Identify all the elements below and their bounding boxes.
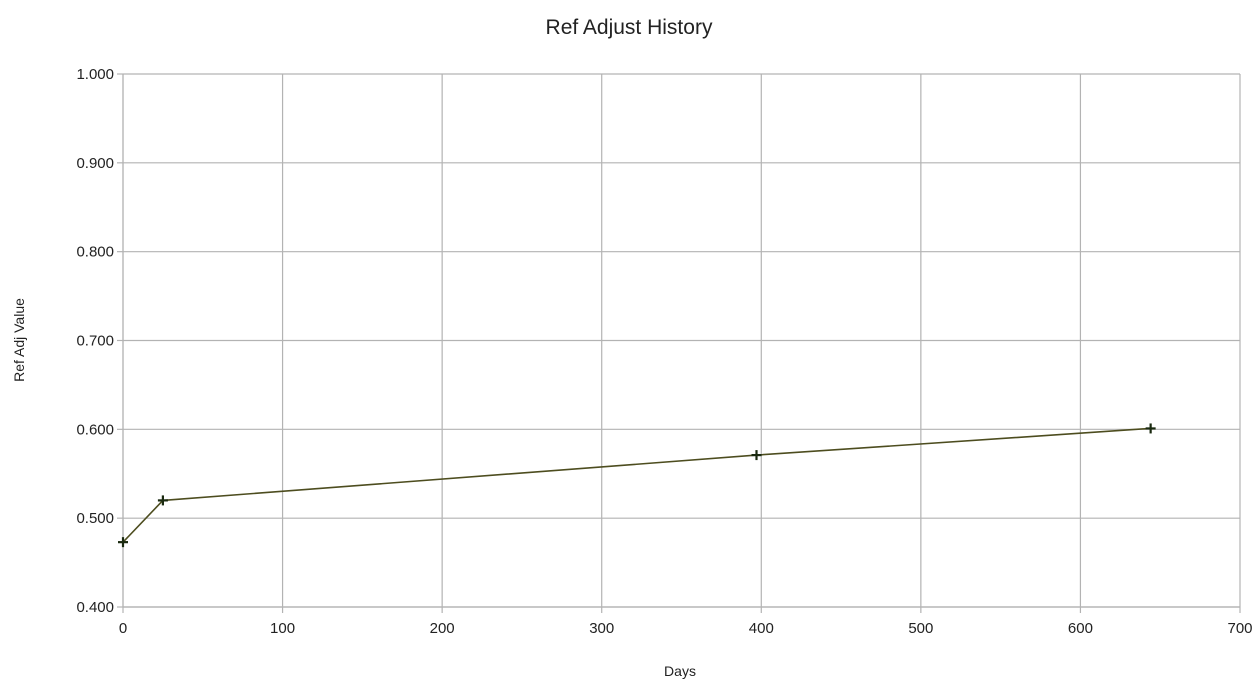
tick-labels: 0.400 0.500 0.600 0.700 0.800 0.900 1.000 0 100 2… (76, 66, 1252, 637)
y-tick-label: 0.900 (76, 155, 114, 172)
x-tick-label: 400 (749, 620, 774, 637)
data-point (157, 495, 168, 506)
data-point (118, 537, 128, 548)
data-point (751, 450, 762, 461)
x-axis-title: Days (664, 663, 696, 679)
x-tick-label: 0 (119, 620, 127, 637)
y-tick-label: 1.000 (76, 66, 114, 83)
y-tick-label: 0.800 (76, 244, 114, 261)
y-tick-label: 0.700 (76, 333, 114, 350)
y-tick-label: 0.400 (76, 599, 114, 616)
y-tick-label: 0.600 (76, 421, 114, 438)
data-point (1145, 423, 1156, 434)
x-tick-label: 300 (589, 620, 614, 637)
x-tick-label: 500 (908, 620, 933, 637)
x-tick-label: 700 (1227, 620, 1252, 637)
grid (122, 73, 1241, 608)
series-line (122, 427, 1151, 543)
chart-title: Ref Adjust History (546, 16, 713, 39)
x-tick-label: 200 (430, 620, 455, 637)
x-tick-label: 600 (1068, 620, 1093, 637)
y-tick-label: 0.500 (76, 510, 114, 527)
series (118, 423, 1156, 548)
y-axis-title: Ref Adj Value (11, 298, 27, 382)
x-tick-label: 100 (270, 620, 295, 637)
axes (117, 73, 1241, 613)
